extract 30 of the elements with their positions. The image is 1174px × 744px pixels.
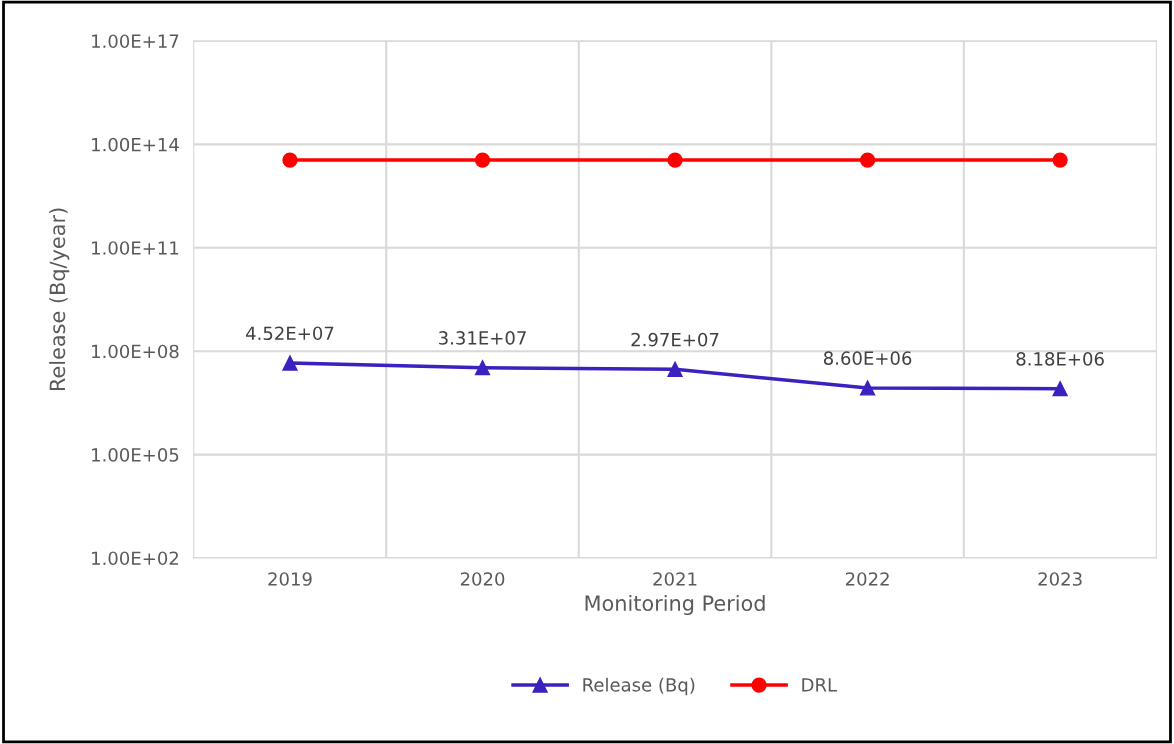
point	[859, 380, 876, 396]
x-tick-label: 2020	[460, 572, 505, 586]
point	[667, 152, 683, 168]
data-label: 3.31E+07	[439, 331, 526, 345]
legend-label: DRL	[802, 678, 837, 692]
point	[667, 361, 683, 377]
point	[282, 355, 298, 371]
y-tick-label: 1.00E+11	[92, 241, 179, 255]
point	[474, 360, 491, 376]
legend-label: Release (Bq)	[583, 677, 695, 696]
x-tick-label: 2022	[845, 572, 889, 586]
point	[1052, 152, 1068, 168]
y-tick-label: 1.00E+14	[92, 137, 179, 152]
data-label: 8.18E+06	[1016, 352, 1104, 366]
y-tick-label: 1.00E+05	[92, 448, 179, 462]
point	[859, 152, 876, 168]
data-label: 4.52E+07	[246, 326, 334, 341]
x-axis-title: Monitoring Period	[585, 594, 765, 616]
point	[282, 152, 298, 168]
y-tick-label: 1.00E+17	[92, 34, 179, 49]
x-tick-label: 2019	[268, 572, 312, 586]
data-label: 8.60E+06	[823, 351, 912, 365]
point	[474, 152, 491, 168]
x-tick-label: 2021	[653, 572, 697, 586]
y-axis-title: Release (Bq/year)	[49, 208, 70, 391]
x-tick-label: 2023	[1038, 572, 1082, 586]
point	[1052, 381, 1068, 397]
y-tick-label: 1.00E+08	[92, 344, 179, 359]
data-label: 2.97E+07	[631, 332, 719, 347]
y-tick-label: 1.00E+02	[92, 551, 179, 566]
